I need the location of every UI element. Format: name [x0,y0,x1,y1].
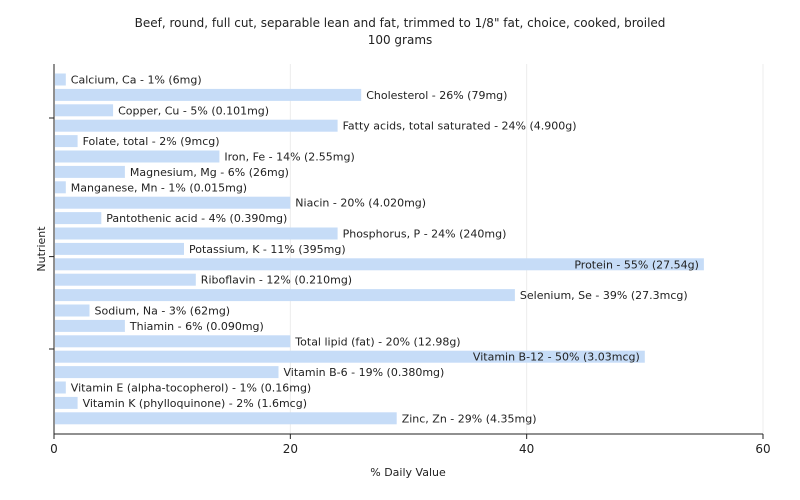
bar-2 [55,104,114,117]
bar-16 [55,319,125,332]
bar-label-18: Vitamin B-12 - 50% (3.03mcg) [473,351,640,364]
bar-labels-group: Calcium, Ca - 1% (6mg) Cholesterol - 26% … [71,74,699,426]
bar-label-8: Niacin - 20% (4.020mg) [295,197,426,210]
bar-label-16: Thiamin - 6% (0.090mg) [129,320,264,333]
x-tick-label-1: 20 [283,442,298,456]
bar-5 [55,150,220,163]
bar-label-15: Sodium, Na - 3% (62mg) [95,305,231,318]
bar-label-5: Iron, Fe - 14% (2.55mg) [224,151,354,164]
chart-subtitle: 100 grams [368,33,433,47]
bar-22 [55,412,397,425]
x-tick-label-0: 0 [50,442,58,456]
bar-4 [55,135,78,148]
bar-label-11: Potassium, K - 11% (395mg) [189,243,346,256]
bar-11 [55,242,184,255]
bar-label-3: Fatty acids, total saturated - 24% (4.90… [343,120,577,133]
y-axis-label: Nutrient [35,226,48,272]
bar-label-6: Magnesium, Mg - 6% (26mg) [130,166,289,179]
bar-7 [55,181,66,194]
bar-17 [55,335,291,348]
bar-label-10: Phosphorus, P - 24% (240mg) [343,228,507,241]
bar-label-14: Selenium, Se - 39% (27.3mcg) [520,289,688,302]
bar-label-12: Protein - 55% (27.54g) [574,258,699,271]
bar-label-21: Vitamin K (phylloquinone) - 2% (1.6mcg) [83,397,307,410]
bar-1 [55,88,362,101]
bars-group [55,73,704,425]
y-axis-ticks [49,117,54,350]
bar-13 [55,273,196,286]
bar-label-1: Cholesterol - 26% (79mg) [366,89,507,102]
x-tick-label-3: 60 [755,442,770,456]
bar-14 [55,289,515,302]
bar-12 [55,258,704,271]
bar-15 [55,304,90,317]
bar-6 [55,165,125,178]
bar-9 [55,212,102,225]
x-tick-label-2: 40 [519,442,534,456]
bar-label-2: Copper, Cu - 5% (0.101mg) [118,104,269,117]
bar-label-0: Calcium, Ca - 1% (6mg) [71,74,202,87]
bar-label-22: Zinc, Zn - 29% (4.35mg) [402,412,537,425]
bar-20 [55,381,66,394]
bar-3 [55,119,338,132]
bar-21 [55,396,78,409]
bar-19 [55,366,279,379]
chart-title: Beef, round, full cut, separable lean an… [135,16,666,30]
bar-label-20: Vitamin E (alpha-tocopherol) - 1% (0.16m… [71,382,311,395]
bar-label-19: Vitamin B-6 - 19% (0.380mg) [284,366,445,379]
bar-label-13: Riboflavin - 12% (0.210mg) [201,274,352,287]
x-axis-label: % Daily Value [370,466,446,479]
bar-label-4: Folate, total - 2% (9mcg) [83,135,220,148]
x-axis-ticks: 0 20 40 60 [50,434,771,456]
bar-label-9: Pantothenic acid - 4% (0.390mg) [106,212,287,225]
bar-label-7: Manganese, Mn - 1% (0.015mg) [71,181,247,194]
bar-8 [55,196,291,209]
bar-10 [55,227,338,240]
bar-label-17: Total lipid (fat) - 20% (12.98g) [294,335,460,348]
bar-0 [55,73,66,86]
bar-18 [55,350,645,363]
